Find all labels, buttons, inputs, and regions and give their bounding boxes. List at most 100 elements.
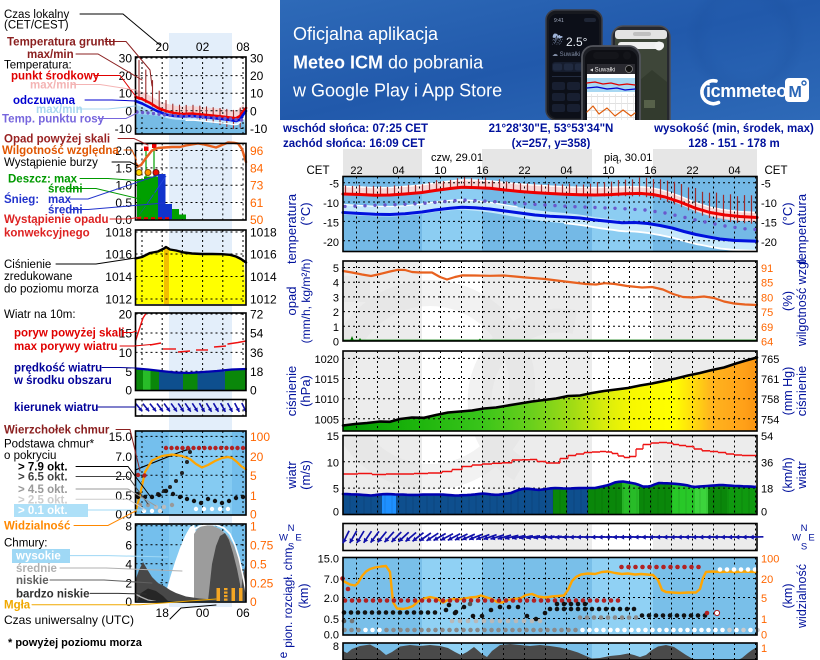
svg-text:2: 2 [333, 307, 339, 319]
svg-text:9:41: 9:41 [554, 18, 564, 24]
svg-text:0: 0 [125, 595, 132, 609]
svg-text:Wiatr na 10m:: Wiatr na 10m: [4, 309, 76, 321]
svg-text:-15: -15 [323, 217, 339, 229]
svg-text:wysokie: wysokie [15, 551, 61, 563]
svg-text:96: 96 [250, 144, 264, 158]
svg-text:temperatura: temperatura [284, 193, 299, 264]
svg-text:20: 20 [250, 450, 264, 464]
svg-text:(°C): (°C) [298, 202, 313, 225]
svg-text:(km/h): (km/h) [781, 457, 795, 492]
svg-text:> 6.5 okt.: > 6.5 okt. [18, 472, 68, 484]
svg-text:128 - 151 - 178 m: 128 - 151 - 178 m [688, 138, 779, 150]
svg-text:kierunek wiatru: kierunek wiatru [14, 402, 98, 414]
svg-text:54: 54 [250, 327, 264, 341]
svg-text:N: N [801, 523, 808, 534]
svg-text:22: 22 [686, 165, 698, 177]
svg-text:Temp. punktu rosy: Temp. punktu rosy [2, 114, 105, 126]
svg-text:1018: 1018 [250, 226, 277, 240]
svg-text:max/min: max/min [36, 104, 83, 116]
svg-text:10: 10 [119, 87, 133, 101]
svg-text:S: S [801, 542, 807, 553]
svg-text:21°28'30"E, 53°53'34"N: 21°28'30"E, 53°53'34"N [489, 123, 614, 135]
svg-text:M: M [789, 84, 802, 101]
svg-text:Mgła: Mgła [4, 600, 31, 612]
svg-text:04: 04 [392, 165, 404, 177]
svg-text:☁ Suwałki: ☁ Suwałki [552, 52, 580, 58]
svg-text:1: 1 [761, 614, 767, 626]
svg-text:4: 4 [125, 557, 132, 571]
svg-text:max/min: max/min [27, 49, 74, 61]
svg-text:bardzo niskie: bardzo niskie [16, 588, 90, 600]
svg-text:20: 20 [250, 69, 264, 83]
svg-text:10: 10 [434, 165, 446, 177]
svg-text:pią, 30.01: pią, 30.01 [604, 152, 652, 164]
svg-text:0.5: 0.5 [250, 557, 267, 571]
svg-text:wilgotność wzgl.: wilgotność wzgl. [795, 256, 809, 347]
svg-text:04: 04 [728, 165, 740, 177]
svg-text:-5: -5 [329, 179, 339, 191]
svg-text:0: 0 [250, 507, 257, 521]
svg-text:W: W [279, 533, 288, 544]
svg-text:18: 18 [250, 365, 264, 379]
svg-text:8: 8 [333, 641, 339, 653]
svg-text:-10: -10 [250, 122, 268, 136]
svg-text:zredukowane: zredukowane [4, 271, 72, 283]
svg-text:Temperatura:: Temperatura: [4, 60, 72, 72]
svg-text:0: 0 [250, 595, 257, 609]
svg-text:0.75: 0.75 [250, 538, 274, 552]
svg-text:15.0: 15.0 [109, 430, 133, 444]
svg-text:> 4.5 okt.: > 4.5 okt. [18, 484, 68, 496]
svg-text:-10: -10 [323, 198, 339, 210]
svg-text:1.5: 1.5 [115, 161, 132, 175]
svg-text:50: 50 [250, 213, 264, 227]
svg-text:1.0: 1.0 [115, 179, 132, 193]
svg-text:(km): (km) [781, 584, 795, 609]
svg-text:wysokość (min, środek, max): wysokość (min, środek, max) [653, 123, 814, 135]
svg-text:(CET/CEST): (CET/CEST) [4, 20, 69, 32]
svg-text:poryw powyżej skali: poryw powyżej skali [14, 328, 125, 340]
svg-text:30: 30 [119, 52, 133, 66]
svg-text:o pokryciu: o pokryciu [4, 450, 56, 462]
svg-text:N: N [288, 523, 295, 534]
svg-text:0: 0 [125, 104, 132, 118]
svg-text:konwekcyjnego: konwekcyjnego [4, 228, 90, 240]
svg-text:00: 00 [196, 606, 210, 620]
svg-text:36: 36 [761, 457, 773, 469]
svg-text:Wierzchołek chmur: Wierzchołek chmur [4, 425, 110, 437]
svg-text:Wystąpienie opadu: Wystąpienie opadu [4, 214, 109, 226]
svg-text:niskie: niskie [16, 575, 49, 587]
svg-text:5: 5 [761, 593, 767, 605]
svg-text:* powyżej poziomu morza: * powyżej poziomu morza [8, 637, 143, 649]
svg-text:(mm Hg): (mm Hg) [781, 367, 795, 416]
svg-text:max porywy wiatru: max porywy wiatru [14, 341, 118, 353]
svg-text:02: 02 [196, 40, 210, 54]
svg-text:61: 61 [250, 196, 264, 210]
svg-text:1012: 1012 [105, 293, 132, 307]
svg-text:Śnieg:: Śnieg: [4, 193, 39, 206]
svg-text:S: S [288, 542, 294, 553]
svg-text:max/min: max/min [30, 80, 77, 92]
svg-text:1: 1 [250, 489, 257, 503]
svg-text:04: 04 [560, 165, 572, 177]
svg-text:(hPa): (hPa) [298, 375, 313, 407]
svg-text:-10: -10 [115, 122, 133, 136]
svg-text:-20: -20 [323, 237, 339, 249]
svg-text:1: 1 [761, 643, 767, 655]
svg-text:54: 54 [761, 431, 773, 443]
svg-text:3: 3 [333, 292, 339, 304]
svg-text:0: 0 [761, 630, 767, 642]
svg-text:10: 10 [602, 165, 614, 177]
svg-text:-20: -20 [761, 237, 777, 249]
svg-text:15.0: 15.0 [318, 553, 339, 565]
svg-text:0.5: 0.5 [115, 196, 132, 210]
svg-text:69: 69 [761, 322, 773, 334]
svg-text:2.0: 2.0 [115, 144, 132, 158]
svg-text:> 7.9 okt.: > 7.9 okt. [18, 462, 68, 474]
svg-text:wiatr: wiatr [794, 461, 809, 490]
svg-text:10: 10 [327, 457, 339, 469]
svg-text:18: 18 [156, 606, 170, 620]
svg-text:-5: -5 [761, 179, 771, 191]
svg-text:20: 20 [119, 308, 133, 322]
svg-text:761: 761 [761, 374, 779, 386]
svg-text:73: 73 [250, 179, 264, 193]
